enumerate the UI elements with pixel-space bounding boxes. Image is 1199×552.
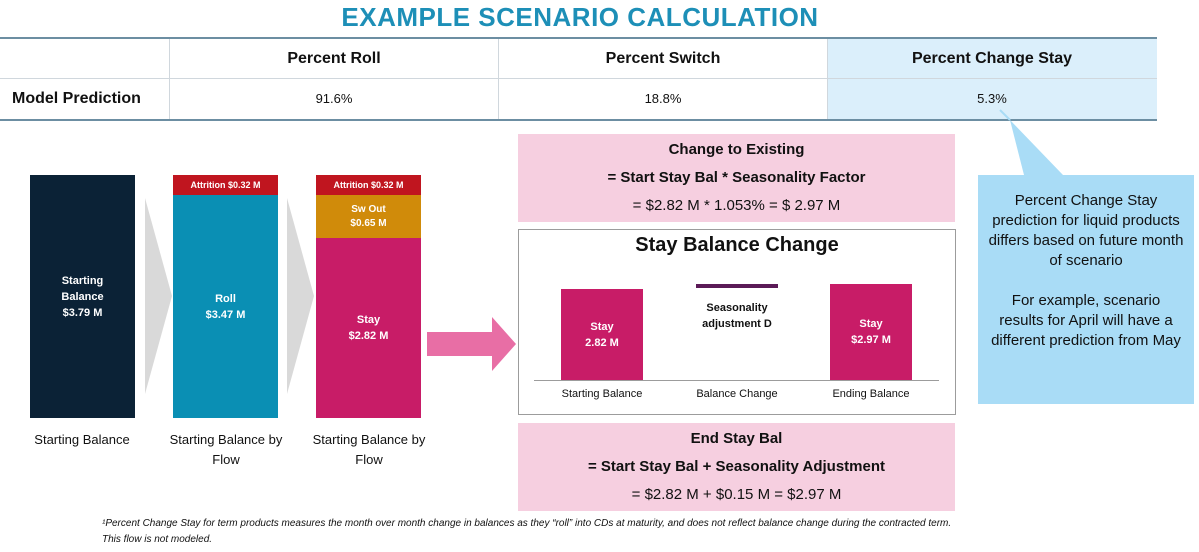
page-title: EXAMPLE SCENARIO CALCULATION [341,2,819,32]
chart-category-start: Starting Balance [561,388,643,400]
segment-roll-label: Roll [215,292,236,305]
highlight-column [827,39,1157,119]
footnote-line1: ¹Percent Change Stay for term products m… [102,518,952,529]
bar-starting-label-1: Starting [61,274,104,287]
callout-pointer [1010,120,1063,175]
chart-bar-end: Stay $2.97 M [830,284,912,380]
stay-balance-change-chart: Stay Balance Change Stay 2.82 M Seasonal… [518,229,956,415]
callout-pointer-line [999,109,1011,121]
value-percent-change-stay: 5.3% [977,91,1007,106]
value-percent-switch: 18.8% [644,91,682,106]
bar-starting-balance: Starting Balance $3.79 M [30,175,135,418]
segment-attrition-2: Attrition $0.32 M [316,175,421,195]
chart-adj-line2: adjustment D [702,318,772,330]
bar-starting-label-2: Balance [61,290,104,303]
gray-arrow-1 [145,198,172,394]
header-percent-roll: Percent Roll [287,50,381,67]
caption-by-flow-2: Starting Balance by Flow [295,430,443,470]
caption-by-flow-1: Starting Balance by Flow [152,430,300,470]
table-top-border [0,37,1157,39]
chart-bar-end-label: Stay [859,318,883,330]
pink-arrow [427,317,516,371]
segment-switch-value: $0.65 M [350,217,387,229]
segment-switch-out: Sw Out $0.65 M [316,195,421,238]
end-box-line3: = $2.82 M + $0.15 M = $2.97 M [631,486,842,503]
column-divider [827,39,828,119]
caption-starting-balance: Starting Balance [34,432,130,447]
segment-roll-value: $3.47 M [205,308,246,321]
callout-para2: For example, scenario results for April … [991,292,1181,349]
caption-by-flow-2-line2: Flow [355,452,383,467]
segment-stay: Stay $2.82 M [316,238,421,418]
end-box-line2: = Start Stay Bal + Seasonality Adjustmen… [587,458,886,475]
change-box-line1: Change to Existing [668,141,805,158]
chart-bar-start-value: 2.82 M [585,336,619,349]
footnote: ¹Percent Change Stay for term products m… [102,516,1102,548]
caption-by-flow-2-line1: Starting Balance by [312,432,426,447]
header-percent-change-stay: Percent Change Stay [911,50,1073,67]
value-percent-roll: 91.6% [315,91,353,106]
chart-bar-start-label: Stay [590,320,614,333]
change-to-existing-box: Change to Existing = Start Stay Bal * Se… [518,134,955,222]
chart-adjustment-bar [696,284,778,288]
callout-note: Percent Change Stay prediction for liqui… [978,175,1194,404]
header-percent-switch: Percent Switch [605,50,721,67]
row-label-model-prediction: Model Prediction [12,90,141,107]
column-divider [498,39,499,119]
prediction-table: Percent Roll Percent Switch Percent Chan… [0,37,1157,122]
caption-by-flow-1-line1: Starting Balance by [169,432,283,447]
chart-title: Stay Balance Change [635,234,839,256]
segment-stay-value: $2.82 M [348,330,389,342]
chart-category-end: Ending Balance [832,388,910,400]
segment-switch-label: Sw Out [351,203,386,215]
chart-bar-start: Stay 2.82 M [561,289,643,380]
bar-starting-value: $3.79 M [62,306,103,319]
chart-category-change: Balance Change [696,388,778,400]
segment-attrition-1: Attrition $0.32 M [173,175,278,195]
chart-baseline [534,380,939,381]
chart-adjustment-label: Seasonality adjustment D [679,300,795,332]
chart-bar-end-value: $2.97 M [851,334,891,346]
change-box-line3: = $2.82 M * 1.053% = $ 2.97 M [632,197,841,214]
footnote-line2: This flow is not modeled. [102,534,213,545]
column-divider [169,39,170,119]
segment-roll: Roll $3.47 M [173,195,278,418]
end-box-line1: End Stay Bal [690,430,783,447]
table-bottom-border [0,119,1157,121]
change-box-line2: = Start Stay Bal * Seasonality Factor [607,169,866,186]
table-row-divider [0,78,1157,79]
caption-by-flow-1-line2: Flow [212,452,240,467]
segment-stay-label: Stay [356,314,381,326]
callout-para1: Percent Change Stay prediction for liqui… [988,192,1184,269]
end-stay-balance-box: End Stay Bal = Start Stay Bal + Seasonal… [518,423,955,511]
chart-adj-line1: Seasonality [706,302,768,314]
gray-arrow-2 [287,198,314,394]
